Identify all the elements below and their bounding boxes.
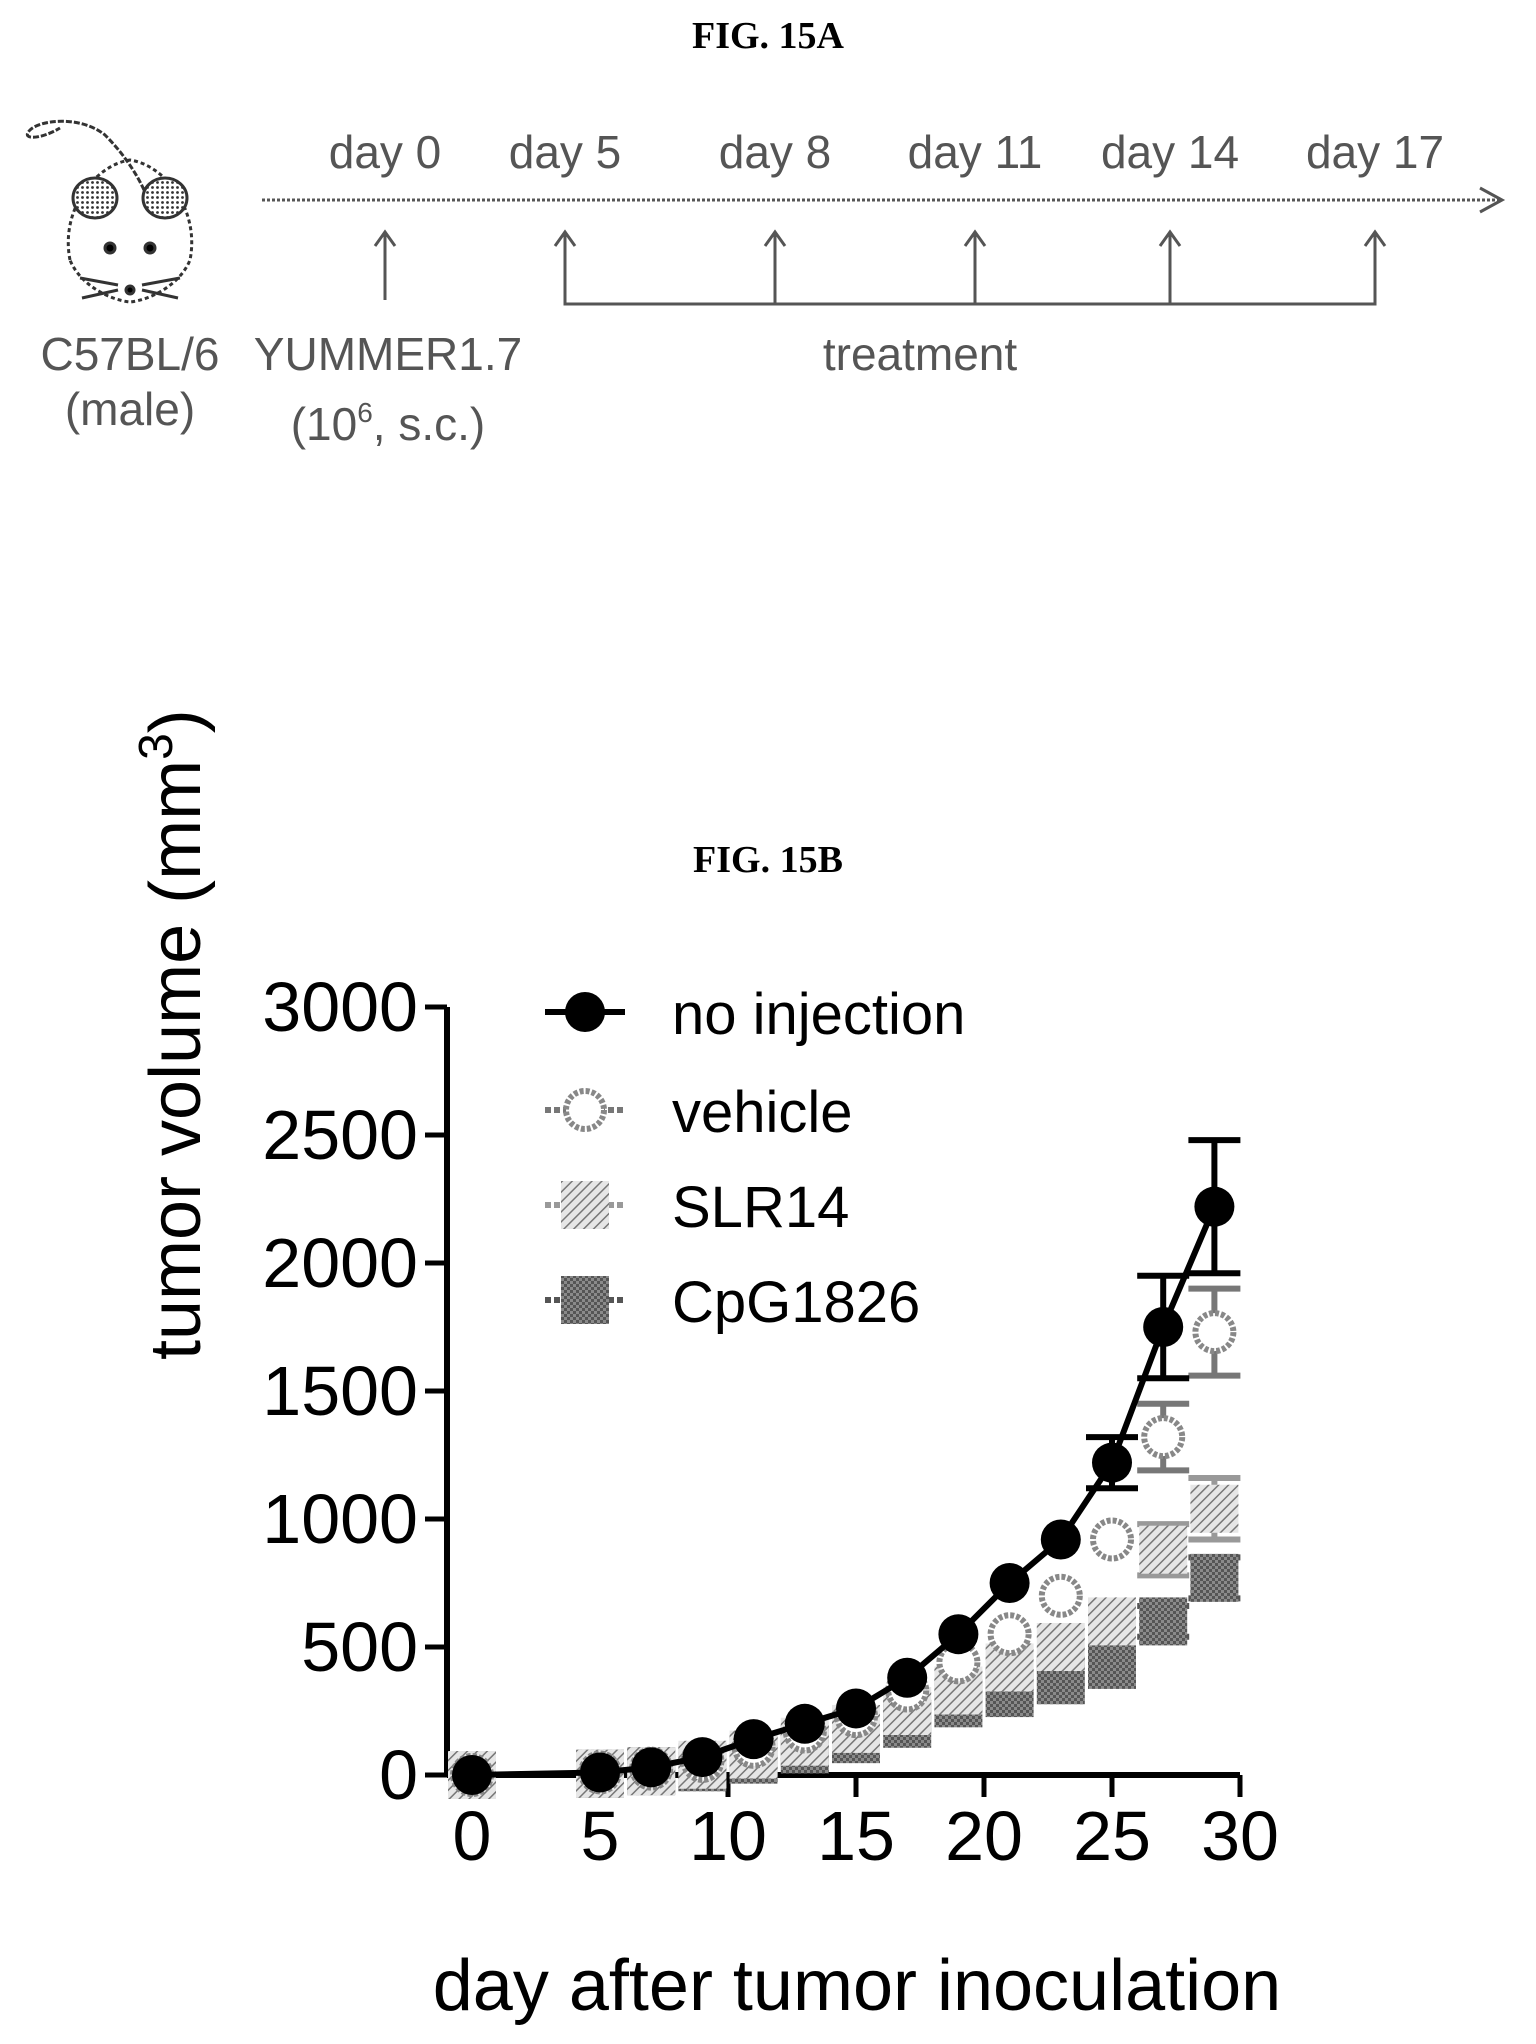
- x-tick-label: 20: [945, 1797, 1023, 1875]
- y-tick-label: 2000: [262, 1224, 418, 1302]
- data-point: [936, 1640, 981, 1685]
- data-point: [1139, 1525, 1188, 1574]
- data-point: [1190, 1553, 1239, 1602]
- series-cpg1826: [448, 1553, 1241, 1799]
- legend-label: no injection: [672, 982, 965, 1047]
- data-point: [682, 1737, 723, 1778]
- data-point: [784, 1703, 825, 1744]
- data-point: [452, 1755, 492, 1795]
- strain-label: C57BL/6: [40, 328, 219, 380]
- chart-axes: 0 500 1000 1500 2000 2500 3000 0 5 10 15 20 25 30: [262, 968, 1279, 1875]
- data-point: [887, 1657, 928, 1698]
- timepoint-arrow: [373, 229, 397, 300]
- data-point: [989, 1563, 1030, 1603]
- data-point: [1190, 1484, 1239, 1533]
- data-point: [1141, 1415, 1186, 1460]
- x-axis-label: day after tumor inoculation: [433, 1946, 1281, 2026]
- legend-label: vehicle: [672, 1080, 853, 1145]
- timeline-arrowhead: [1479, 186, 1506, 214]
- series-no-injection: [452, 1137, 1241, 1795]
- y-tick-label: 1500: [262, 1352, 418, 1430]
- treatment-bracket: [563, 232, 1377, 306]
- x-tick-label: 10: [689, 1797, 767, 1875]
- chart-series: [448, 1137, 1241, 1799]
- y-tick-label: 2500: [262, 1096, 418, 1174]
- legend-marker: [561, 1181, 609, 1229]
- data-point: [987, 1612, 1032, 1657]
- x-tick-label: 30: [1201, 1797, 1279, 1875]
- legend-label: SLR14: [672, 1175, 849, 1240]
- data-point: [733, 1719, 774, 1760]
- timepoint-label: day 14: [1101, 126, 1239, 178]
- chart-legend: no injection vehicle SLR14 CpG1826: [545, 982, 965, 1335]
- x-tick-label: 15: [817, 1797, 895, 1875]
- timepoint-arrow: [1158, 229, 1182, 304]
- legend-entry: no injection: [545, 982, 965, 1047]
- y-tick-label: 0: [379, 1736, 418, 1814]
- timepoint-label: day 0: [329, 126, 442, 178]
- data-point: [1088, 1640, 1136, 1689]
- data-point: [938, 1614, 979, 1655]
- figure-b-title: FIG. 15B: [693, 839, 843, 881]
- data-point: [836, 1688, 876, 1729]
- legend-entry: SLR14: [545, 1175, 849, 1240]
- data-point: [1040, 1519, 1081, 1560]
- x-tick-label: 0: [453, 1797, 492, 1875]
- timepoint-label: day 5: [509, 126, 622, 178]
- treatment-label: treatment: [823, 328, 1018, 380]
- timepoint-label: day 11: [908, 126, 1043, 178]
- x-tick-label: 25: [1073, 1797, 1151, 1875]
- data-point: [580, 1752, 620, 1793]
- timepoint-arrow: [963, 229, 987, 304]
- experiment-schematic: day 0 day 5 day 8 day 11 day 14 day 17 C57BL/…: [26, 119, 1506, 450]
- mouse-icon: [26, 119, 194, 304]
- data-point: [1036, 1623, 1085, 1671]
- legend-marker: [565, 992, 605, 1032]
- legend-entry: vehicle: [545, 1080, 853, 1145]
- data-point: [1143, 1307, 1184, 1347]
- x-tick-label: 5: [581, 1797, 620, 1875]
- dose-label: (106, s.c.): [291, 397, 486, 450]
- timepoint-arrow: [763, 229, 787, 304]
- y-tick-label: 3000: [262, 968, 418, 1046]
- sex-label: (male): [65, 383, 195, 435]
- data-point: [1139, 1597, 1188, 1646]
- legend-marker: [563, 1088, 607, 1132]
- cell-line-label: YUMMER1.7: [254, 328, 522, 380]
- data-point: [1090, 1517, 1134, 1562]
- data-point: [1092, 1442, 1132, 1483]
- data-point: [1192, 1310, 1237, 1355]
- data-point: [631, 1747, 672, 1788]
- y-tick-label: 1000: [262, 1480, 418, 1558]
- legend-label: CpG1826: [672, 1270, 920, 1335]
- y-axis-label: tumor volume (mm3): [130, 709, 216, 1360]
- data-point: [1088, 1597, 1136, 1646]
- data-point: [1194, 1186, 1235, 1227]
- legend-entry: CpG1826: [545, 1270, 920, 1335]
- y-tick-label: 500: [301, 1608, 418, 1686]
- data-point: [1038, 1573, 1083, 1618]
- figure-a-title: FIG. 15A: [692, 15, 844, 57]
- legend-marker: [561, 1276, 609, 1324]
- timepoint-label: day 17: [1306, 126, 1444, 178]
- timepoint-label: day 8: [719, 126, 832, 178]
